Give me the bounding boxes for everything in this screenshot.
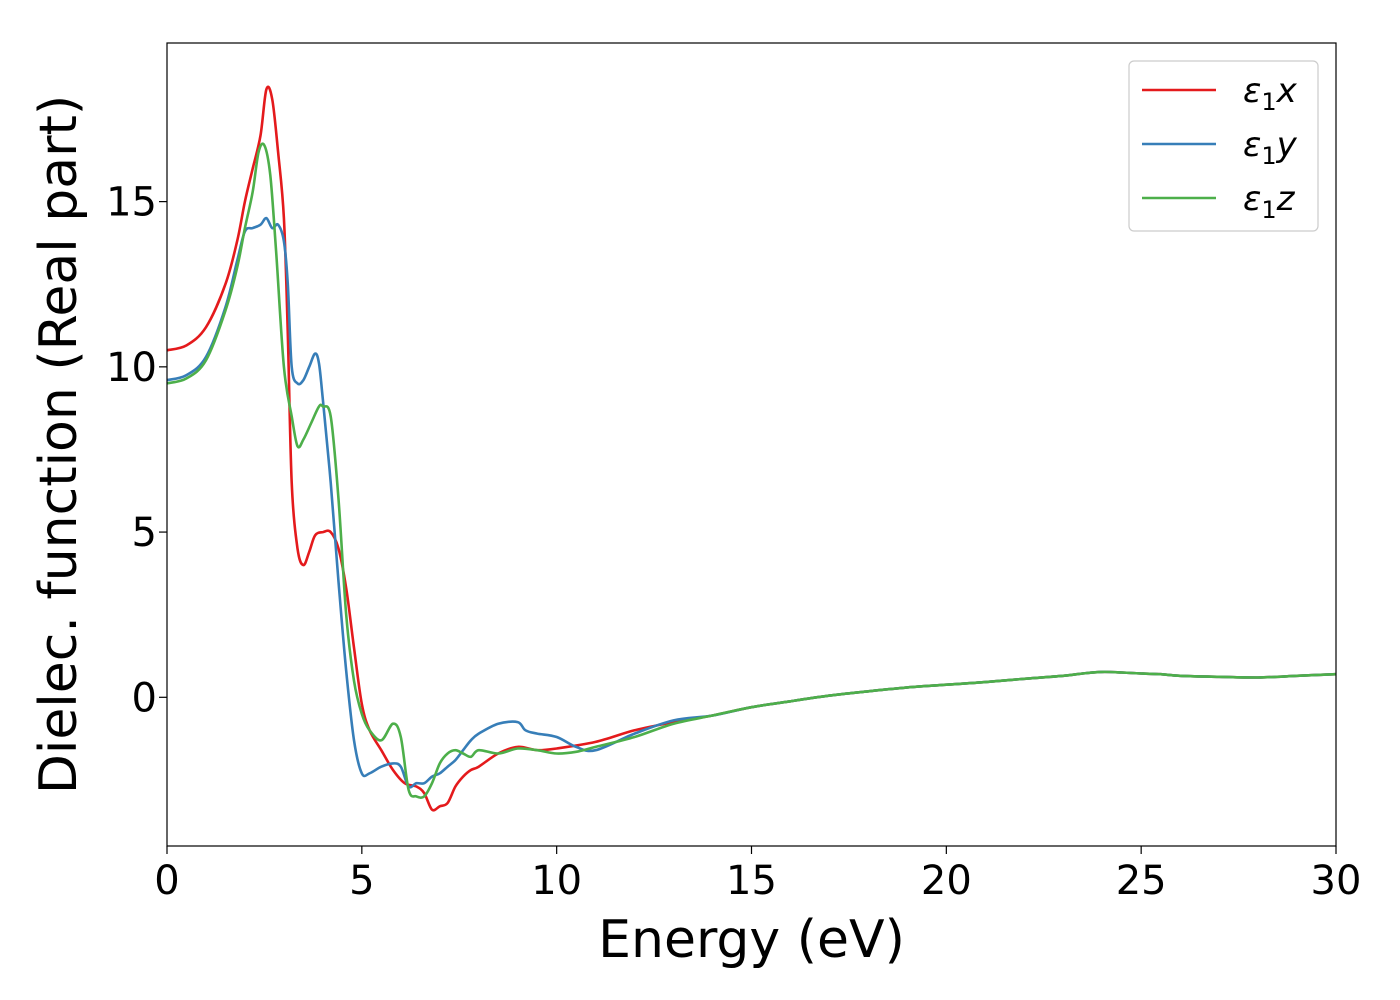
x-tick-label: 10 (531, 858, 582, 904)
x-tick-label: 30 (1311, 858, 1362, 904)
x-tick-label: 20 (921, 858, 972, 904)
y-tick-label: 10 (106, 345, 157, 391)
legend-label-z: ε1z (1243, 179, 1296, 224)
series-line-z (167, 142, 1336, 799)
x-tick-label: 0 (154, 858, 179, 904)
x-tick-label: 5 (349, 858, 374, 904)
y-tick-label: 0 (132, 675, 157, 721)
series-layer (167, 85, 1336, 812)
legend-label-y: ε1y (1243, 125, 1298, 170)
y-tick-label: 15 (106, 180, 157, 226)
legend-label-x: ε1x (1243, 71, 1298, 116)
x-tick-label: 15 (726, 858, 777, 904)
legend-frame (1128, 60, 1319, 232)
x-axis-ticks: 0 5 10 15 20 25 30 (154, 846, 1361, 904)
x-axis-label: Energy (eV) (598, 910, 905, 970)
series-line-y (167, 216, 1336, 789)
y-tick-label: 5 (132, 510, 157, 556)
x-tick-label: 25 (1116, 858, 1167, 904)
y-axis-label: Dielec. function (Real part) (29, 95, 89, 794)
y-axis-ticks: 0 5 10 15 (106, 180, 167, 721)
legend: ε1x ε1y ε1z (1128, 60, 1319, 232)
